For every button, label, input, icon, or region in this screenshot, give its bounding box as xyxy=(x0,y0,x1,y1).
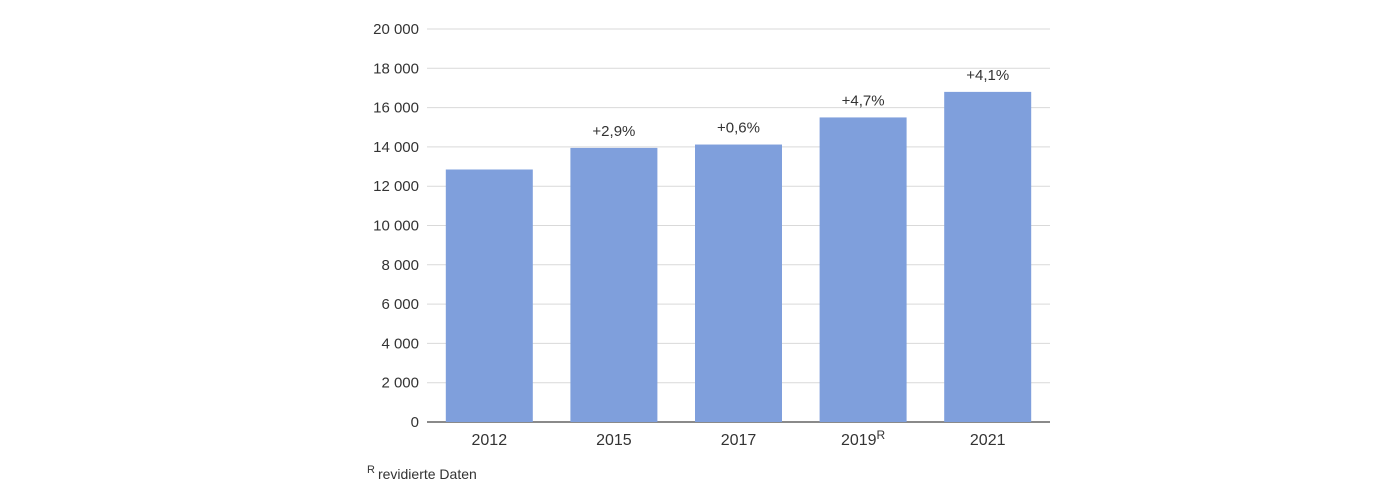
y-tick-label: 12 000 xyxy=(373,178,419,195)
y-tick-label: 18 000 xyxy=(373,60,419,77)
y-tick-label: 0 xyxy=(411,414,419,431)
bar xyxy=(445,169,533,422)
bar xyxy=(944,91,1032,422)
footnote-marker: R xyxy=(367,464,375,476)
data-label: +4,1% xyxy=(966,67,1009,84)
y-tick-label: 8 000 xyxy=(381,257,419,274)
bar-chart: 0 2 000 4 000 6 000 8 000 10 000 12 000 14 000 1… xyxy=(373,21,1050,449)
x-tick-label: 2015 xyxy=(596,432,632,449)
bar xyxy=(819,117,907,423)
bar xyxy=(695,144,782,423)
x-tick-label: 2017 xyxy=(721,432,757,449)
x-tick-label: 2019R xyxy=(841,428,886,449)
data-label: +4,7% xyxy=(842,92,885,109)
x-tick-label: 2021 xyxy=(970,432,1006,449)
y-tick-label: 10 000 xyxy=(373,218,419,235)
y-tick-label: 4 000 xyxy=(381,335,419,352)
y-tick-label: 2 000 xyxy=(381,375,419,392)
y-tick-label: 6 000 xyxy=(381,296,419,313)
y-tick-label: 16 000 xyxy=(373,100,419,117)
x-tick-label: 2012 xyxy=(472,432,508,449)
bar xyxy=(570,147,658,422)
data-label: +0,6% xyxy=(717,120,760,137)
y-tick-label: 14 000 xyxy=(373,139,419,156)
data-label: +2,9% xyxy=(592,123,635,140)
y-tick-label: 20 000 xyxy=(373,21,419,38)
footnote-text: revidierte Daten xyxy=(377,466,477,482)
